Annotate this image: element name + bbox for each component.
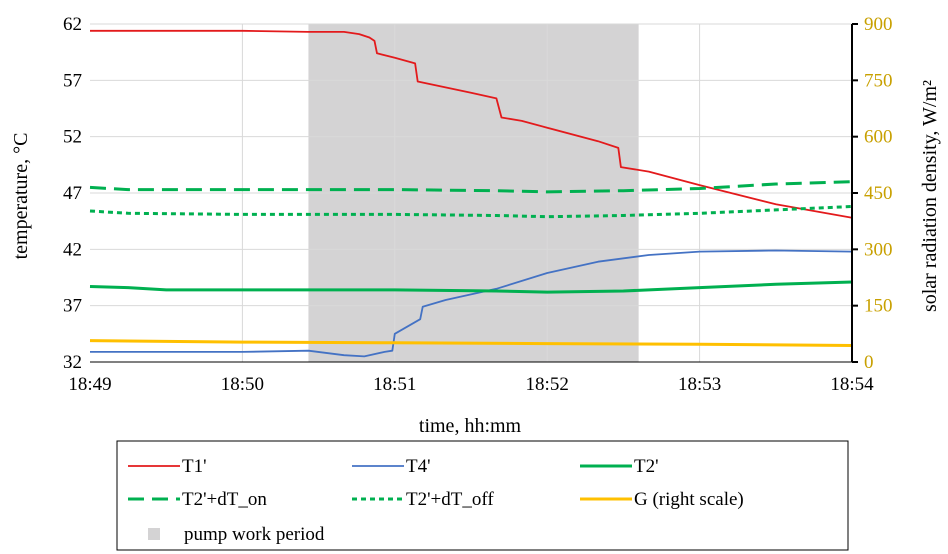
series-line-0 <box>90 29 853 219</box>
x-tick-label: 18:52 <box>526 374 569 395</box>
x-tick-label: 18:53 <box>678 374 721 395</box>
y2-tick-label: 0 <box>864 352 874 373</box>
y2-tick-label: 300 <box>864 239 893 260</box>
legend-swatch-6 <box>148 528 160 540</box>
legend-label-0: T1' <box>182 456 207 477</box>
series-line-5 <box>89 339 853 347</box>
legend-label-5: G (right scale) <box>634 489 744 510</box>
x-tick-label: 18:54 <box>830 374 874 395</box>
series-line-2 <box>89 280 853 294</box>
legend-label-2: T2' <box>634 456 659 477</box>
y2-tick-label: 150 <box>864 296 893 317</box>
legend-label-1: T4' <box>406 456 431 477</box>
y2-tick-label: 750 <box>864 70 893 91</box>
legend: T1' T4' T2' T2'+dT_on T2'+dT_off G (right sca… <box>116 440 849 551</box>
y-tick-label: 42 <box>63 239 82 260</box>
x-tick-label: 18:51 <box>373 374 416 395</box>
y2-tick-label: 900 <box>864 14 893 35</box>
y2-tick-label: 600 <box>864 127 893 148</box>
y-tick-label: 52 <box>63 127 82 148</box>
legend-label-4: T2'+dT_off <box>406 489 494 510</box>
tick-labels: 32 37 42 47 52 57 62 0 150 300 450 600 750 900 18:49 18… <box>63 14 893 395</box>
y-tick-label: 47 <box>63 183 82 204</box>
y2-axis-label: solar radiation density, W/m² <box>919 80 941 312</box>
x-tick-label: 18:49 <box>68 374 111 395</box>
y2-tick-label: 450 <box>864 183 893 204</box>
x-axis-label: time, hh:mm <box>419 415 522 437</box>
axes <box>90 23 858 363</box>
y-tick-label: 32 <box>63 352 82 373</box>
series-line-1 <box>90 249 853 358</box>
y-tick-label: 57 <box>63 70 82 91</box>
x-tick-label: 18:50 <box>221 374 264 395</box>
y-tick-label: 62 <box>63 14 82 35</box>
y-tick-label: 37 <box>63 296 82 317</box>
legend-label-3: T2'+dT_on <box>182 489 267 510</box>
legend-box <box>116 440 849 551</box>
series-layer <box>89 29 853 358</box>
y-axis-label: temperature, °C <box>10 133 32 260</box>
legend-label-6: pump work period <box>184 524 325 545</box>
